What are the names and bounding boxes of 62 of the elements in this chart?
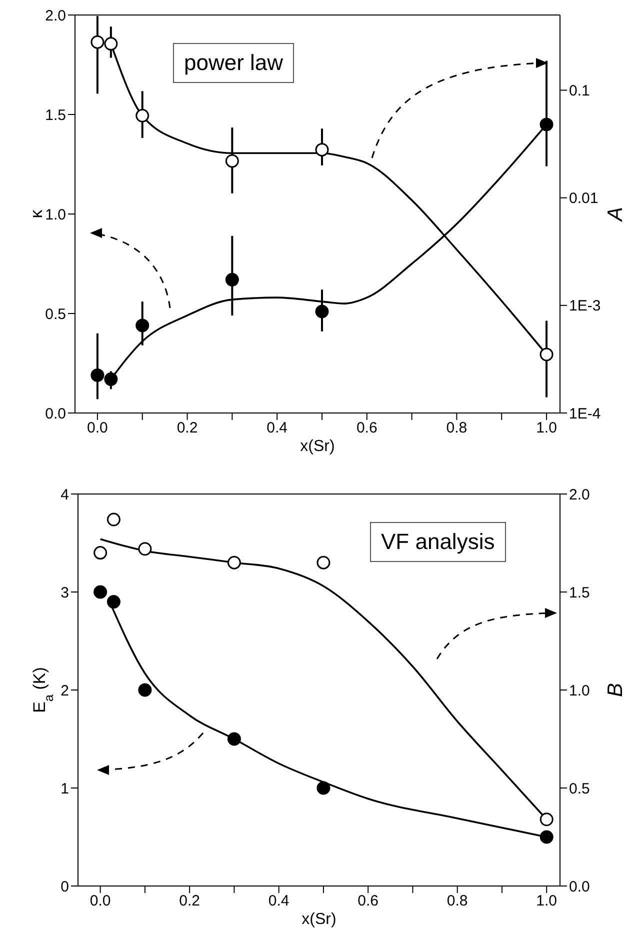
x-axis-title: x(Sr) — [300, 438, 335, 455]
point — [138, 542, 152, 556]
x-tick-label: 1.0 — [536, 892, 558, 910]
y-tick-label: 4 — [60, 486, 69, 504]
y2-tick-label: 0.01 — [569, 190, 598, 208]
point — [104, 372, 118, 386]
y2-tick-label: 0.0 — [569, 878, 590, 896]
x-tick-label: 0.0 — [87, 420, 108, 437]
y-tick-label: 0.0 — [45, 405, 66, 422]
x-tick-label: 0.4 — [268, 892, 290, 910]
point — [106, 512, 120, 526]
y-tick-label: 3 — [60, 584, 69, 602]
y2-tick-label: 1E-3 — [569, 298, 601, 315]
y2-axis-title: B — [604, 682, 627, 698]
y-tick-label: 1.0 — [45, 206, 66, 224]
point — [106, 595, 120, 609]
point — [94, 585, 108, 599]
point — [315, 304, 329, 318]
y-tick-label: 0 — [60, 878, 69, 896]
annotation: VF analysis — [370, 522, 506, 562]
x-tick-label: 0.8 — [446, 892, 468, 910]
y2-axis-title: A — [604, 206, 627, 224]
point — [540, 812, 554, 826]
point — [90, 368, 104, 382]
x-tick-label: 0.8 — [446, 420, 468, 437]
y-axis-title: κ — [27, 209, 46, 218]
annotation: power law — [173, 43, 294, 83]
x-axis-title: x(Sr) — [302, 911, 336, 928]
point — [90, 35, 104, 49]
y-tick-label: 2 — [60, 682, 69, 700]
y2-tick-label: 2.0 — [569, 486, 590, 504]
y-tick-label: 1.5 — [45, 106, 66, 124]
point — [316, 781, 330, 795]
point — [104, 37, 118, 51]
point — [316, 556, 330, 570]
y-tick-label: 0.5 — [45, 306, 66, 323]
x-tick-label: 0.2 — [176, 420, 198, 437]
y2-tick-label: 0.1 — [569, 82, 590, 100]
point — [225, 154, 239, 168]
y2-tick-label: 1.5 — [569, 584, 590, 602]
point — [136, 318, 150, 332]
x-tick-label: 1.0 — [536, 420, 557, 437]
point — [315, 142, 329, 156]
x-tick-label: 0.6 — [356, 420, 378, 437]
y2-tick-label: 1E-4 — [569, 405, 601, 422]
point — [540, 118, 554, 132]
y-tick-label: 2.0 — [45, 7, 66, 24]
y-tick-label: 1 — [60, 780, 69, 798]
point — [227, 732, 241, 746]
x-tick-label: 0.4 — [266, 420, 288, 437]
point — [540, 830, 554, 844]
x-tick-label: 0.2 — [179, 892, 200, 910]
point — [94, 546, 108, 560]
x-tick-label: 0.6 — [358, 892, 379, 910]
y2-tick-label: 0.5 — [569, 780, 590, 798]
point — [540, 348, 554, 362]
point — [225, 272, 239, 286]
x-tick-label: 0.0 — [90, 892, 111, 910]
point — [136, 108, 150, 122]
point — [138, 683, 152, 697]
point — [227, 556, 241, 570]
y2-tick-label: 1.0 — [569, 682, 590, 700]
